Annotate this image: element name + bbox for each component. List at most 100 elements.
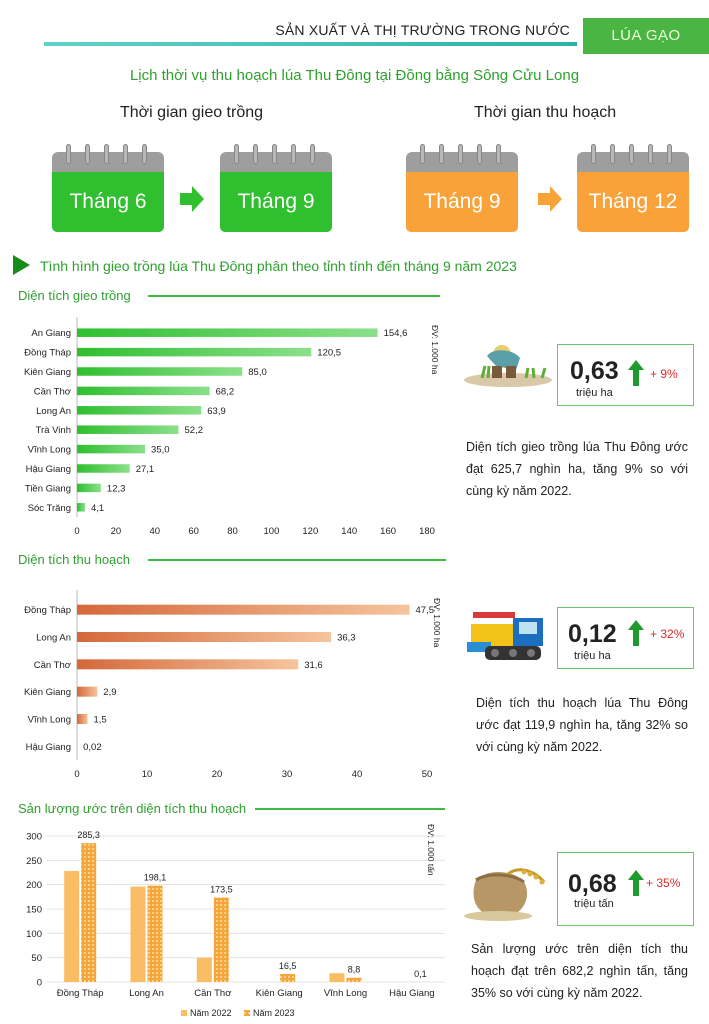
tick-label: 0 bbox=[74, 769, 79, 780]
stat-percent: + 32% bbox=[650, 627, 685, 641]
value-label: 12,3 bbox=[107, 483, 126, 494]
stat-unit: triệu ha bbox=[576, 387, 613, 399]
tick-label: 10 bbox=[142, 769, 153, 780]
stat-card-output: 0,68 + 35% triệu tấn bbox=[557, 852, 694, 926]
calendar-harvest-end: Tháng 12 bbox=[577, 144, 689, 232]
category-tag: LÚA GẠO bbox=[583, 18, 709, 54]
legend-swatch-2023 bbox=[244, 1010, 250, 1016]
bar-2023 bbox=[280, 973, 296, 982]
stat-card-planted: 0,63 + 9% triệu ha bbox=[557, 344, 694, 406]
stat-card-harvested: 0,12 + 32% triệu ha bbox=[557, 607, 694, 669]
bar bbox=[77, 604, 410, 615]
tick-label: 100 bbox=[264, 526, 280, 537]
tick-label: 120 bbox=[302, 526, 318, 537]
bar-2022 bbox=[196, 957, 212, 982]
bar bbox=[77, 632, 332, 642]
category-label: Hậu Giang bbox=[389, 988, 434, 999]
stat-unit: triệu tấn bbox=[574, 898, 614, 910]
bar bbox=[77, 464, 130, 473]
arrow-up-icon bbox=[628, 870, 644, 896]
value-label: 85,0 bbox=[248, 367, 267, 378]
tick-label: 100 bbox=[26, 929, 42, 940]
tick-label: 20 bbox=[212, 769, 223, 780]
value-label: 47,5 bbox=[416, 605, 435, 616]
stat-percent: + 9% bbox=[650, 367, 678, 381]
tick-label: 0 bbox=[74, 526, 79, 537]
category-label: An Giang bbox=[31, 328, 71, 339]
category-label: Hậu Giang bbox=[26, 742, 71, 753]
value-label: 285,3 bbox=[77, 830, 100, 840]
category-label: Cần Thơ bbox=[194, 988, 231, 999]
chart2-title-line bbox=[148, 559, 446, 561]
stat-value: 0,63 bbox=[570, 357, 619, 385]
value-label: 68,2 bbox=[216, 386, 235, 397]
tick-label: 300 bbox=[26, 832, 42, 843]
category-label: Kiên Giang bbox=[24, 367, 71, 378]
bar-2022 bbox=[64, 871, 80, 982]
unit-label: ĐV: 1.000 ha bbox=[430, 325, 440, 375]
value-label: 154,6 bbox=[384, 328, 408, 339]
bar bbox=[77, 367, 243, 376]
farmer-planting-icon bbox=[464, 345, 552, 387]
tick-label: 30 bbox=[282, 769, 293, 780]
legend-label: Năm 2022 bbox=[190, 1008, 232, 1018]
header-underline bbox=[44, 42, 577, 46]
tick-label: 60 bbox=[188, 526, 199, 537]
category-label: Hậu Giang bbox=[26, 464, 71, 475]
category-label: Sóc Trăng bbox=[28, 503, 71, 514]
category-label: Đồng Tháp bbox=[57, 988, 104, 999]
stat-description: Diện tích thu hoạch lúa Thu Đông ước đạt… bbox=[476, 696, 688, 754]
bar-2023 bbox=[213, 897, 229, 982]
harvested-area-chart: Hậu Giang 0,02 Vĩnh Long 1,5 Kiên Giang 2,9 Cầ… bbox=[24, 590, 442, 780]
bar bbox=[77, 444, 146, 454]
chart2-title: Diện tích thu hoạch bbox=[18, 552, 131, 567]
play-triangle-icon bbox=[13, 255, 30, 275]
main-title: Lịch thời vụ thu hoạch lúa Thu Đông tại … bbox=[129, 67, 580, 84]
tick-label: 180 bbox=[419, 526, 435, 537]
category-label: Đồng Tháp bbox=[24, 605, 71, 616]
value-label: 36,3 bbox=[337, 633, 356, 644]
tick-label: 160 bbox=[380, 526, 396, 537]
calendar-harvest-start: Tháng 9 bbox=[406, 144, 518, 232]
stat-unit: triệu ha bbox=[574, 650, 611, 662]
value-label: 0,1 bbox=[414, 969, 427, 979]
bar bbox=[77, 503, 85, 512]
value-label: 52,2 bbox=[185, 425, 204, 436]
chart3-title-line bbox=[255, 808, 445, 810]
value-label: 198,1 bbox=[144, 873, 167, 883]
bar-2022 bbox=[329, 973, 345, 982]
chart1-title: Diện tích gieo trồng bbox=[18, 288, 131, 303]
category-label: Kiên Giang bbox=[256, 988, 303, 999]
stat-description: Sản lượng ước trên diện tích thu hoạch đ… bbox=[471, 942, 688, 1000]
bar-2023 bbox=[147, 885, 163, 982]
tick-label: 50 bbox=[31, 953, 42, 964]
bar-2023 bbox=[346, 977, 362, 982]
legend-label: Năm 2023 bbox=[253, 1008, 295, 1018]
tick-label: 250 bbox=[26, 856, 42, 867]
arrow-up-icon bbox=[628, 360, 644, 386]
bar bbox=[77, 425, 179, 434]
bar bbox=[77, 659, 299, 670]
value-label: 1,5 bbox=[94, 715, 107, 726]
bar-2022 bbox=[130, 886, 146, 982]
bar bbox=[77, 714, 88, 724]
tick-label: 80 bbox=[227, 526, 238, 537]
tick-label: 50 bbox=[422, 769, 433, 780]
tick-label: 20 bbox=[111, 526, 122, 537]
stat-percent: + 35% bbox=[646, 876, 681, 890]
section-heading: Tình hình gieo trồng lúa Thu Đông phân t… bbox=[40, 258, 517, 274]
calendar-month: Tháng 9 bbox=[406, 172, 518, 232]
category-label: Long An bbox=[36, 406, 71, 417]
category-label: Vĩnh Long bbox=[324, 988, 367, 999]
arrow-right-icon bbox=[180, 186, 204, 212]
category-label: Trà Vinh bbox=[36, 425, 71, 436]
bar-2023 bbox=[81, 843, 97, 982]
bar bbox=[77, 686, 98, 697]
tick-label: 40 bbox=[149, 526, 160, 537]
legend-swatch-2022 bbox=[181, 1010, 187, 1016]
category-label: Kiên Giang bbox=[24, 687, 71, 698]
arrow-right-icon bbox=[538, 186, 562, 212]
calendar-month: Tháng 6 bbox=[52, 172, 164, 232]
tick-label: 0 bbox=[37, 978, 42, 989]
stat-description: Diện tích gieo trồng lúa Thu Đông ước đạ… bbox=[466, 440, 688, 498]
